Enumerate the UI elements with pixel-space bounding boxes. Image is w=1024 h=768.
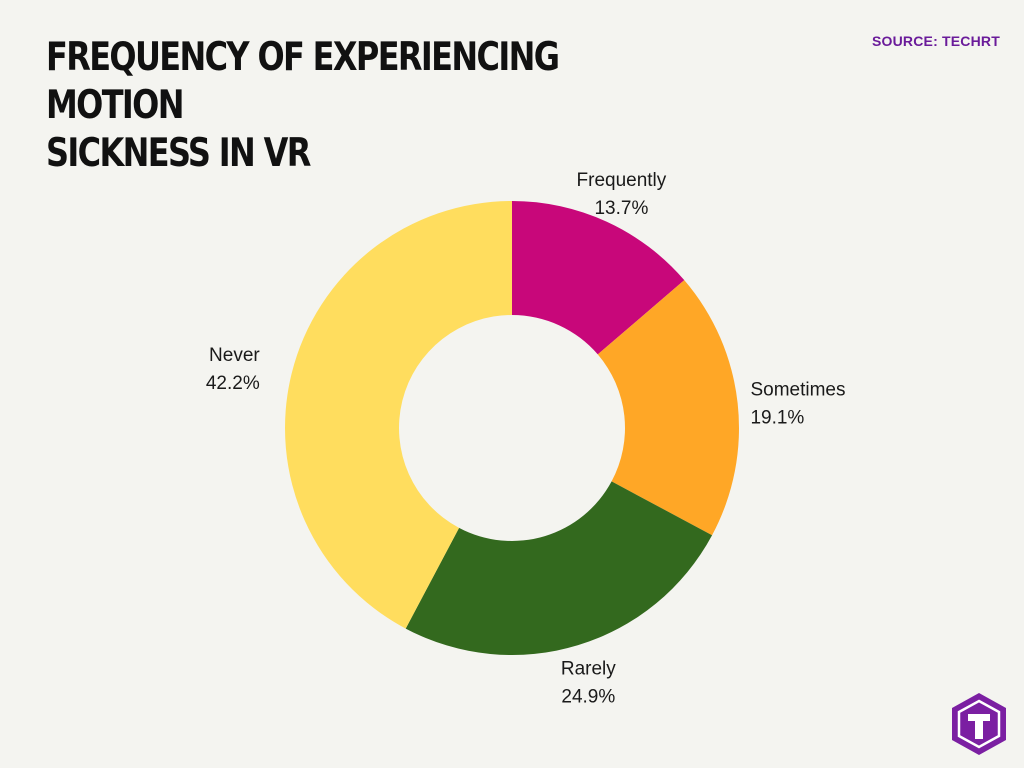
label-frequently: Frequently (577, 170, 667, 191)
value-sometimes: 19.1% (750, 408, 804, 429)
slice-rarely (405, 481, 713, 655)
donut-labels: Frequently 13.7% Sometimes 19.1% Rarely 24.9%… (206, 170, 846, 708)
source-label: SOURCE: TECHRT (871, 33, 1000, 49)
value-never: 42.2% (206, 373, 260, 394)
label-never: Never (209, 345, 260, 366)
slice-frequently (512, 201, 685, 355)
slice-sometimes (597, 280, 739, 536)
label-rarely: Rarely (561, 659, 616, 680)
label-sometimes: Sometimes (750, 380, 845, 401)
value-frequently: 13.7% (594, 198, 648, 219)
chart-title: FREQUENCY OF EXPERIENCING MOTION SICKNES… (46, 35, 560, 176)
slice-never (285, 201, 512, 629)
donut-slices (285, 201, 739, 655)
techrt-logo-icon (952, 693, 1006, 755)
value-rarely: 24.9% (561, 687, 615, 708)
